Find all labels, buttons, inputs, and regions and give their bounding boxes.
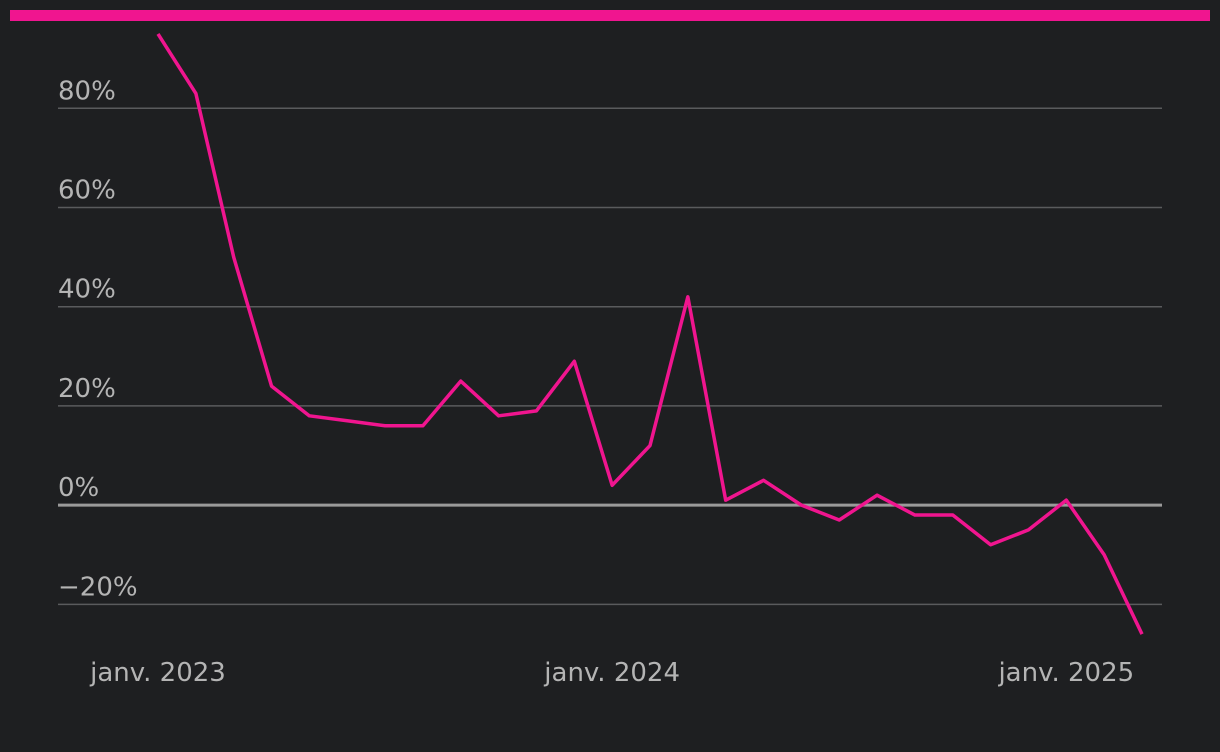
top-accent-bar [10, 10, 1210, 21]
x-tick-label: janv. 2024 [543, 658, 680, 688]
y-tick-label: −20% [58, 572, 138, 602]
y-tick-label: 80% [58, 76, 116, 106]
y-tick-label: 60% [58, 175, 116, 205]
y-tick-label: 0% [58, 473, 99, 503]
x-tick-label: janv. 2025 [997, 658, 1134, 688]
y-tick-label: 20% [58, 374, 116, 404]
x-tick-label: janv. 2023 [89, 658, 226, 688]
y-tick-label: 40% [58, 275, 116, 305]
series-line [156, 32, 1144, 635]
